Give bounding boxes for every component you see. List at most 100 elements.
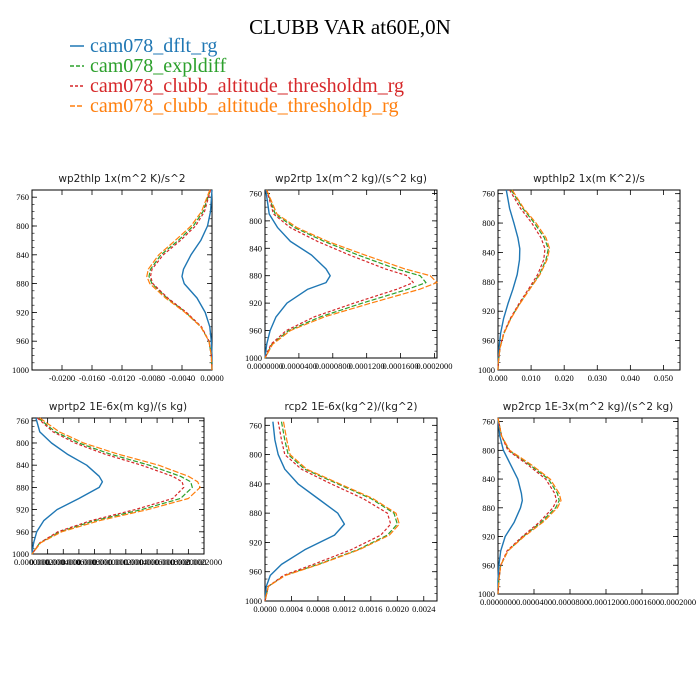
x-tick-label: 0.0002000 [30, 557, 66, 567]
y-tick-label: 760 [482, 189, 495, 199]
x-tick-label: -0.0200 [49, 373, 75, 383]
y-tick-label: 800 [482, 445, 495, 455]
plot-frame [497, 417, 679, 595]
panel-title: wp2rtp 1x(m^2 kg)/(s^2 kg) [275, 173, 427, 185]
x-tick-label: 0.0020000 [170, 557, 206, 567]
y-tick-label: 920 [249, 298, 262, 308]
y-tick-label: 960 [16, 527, 29, 537]
y-tick-label: 800 [249, 450, 262, 460]
x-tick-label: 0.0010000 [92, 557, 128, 567]
legend-label: cam078_clubb_altitude_thresholdp_rg [90, 95, 398, 117]
panel-title: wp2rcp 1E-3x(m^2 kg)/(s^2 kg) [503, 401, 674, 413]
x-tick-label: 0.040 [621, 373, 640, 383]
series-line-3 [149, 189, 213, 371]
series-line-4 [31, 417, 201, 555]
panel-title: rcp2 1E-6x(kg^2)/(kg^2) [285, 401, 418, 413]
y-tick-label: 840 [249, 243, 262, 253]
series-line-1 [497, 417, 523, 594]
y-tick-label: 1000 [478, 365, 495, 375]
y-tick-label: 880 [249, 508, 262, 518]
series-line-1 [31, 417, 104, 555]
y-tick-label: 960 [249, 567, 262, 577]
x-tick-label: 0.0001200 [349, 361, 385, 371]
y-tick-label: 960 [16, 336, 29, 346]
figure-title: CLUBB VAR at60E,0N [249, 15, 451, 39]
x-tick-label: 0.0022000 [186, 557, 222, 567]
x-tick-label: 0.0000000 [14, 557, 50, 567]
x-tick-label: 0.0024 [412, 604, 436, 614]
series-line-3 [264, 189, 414, 359]
panel: rcp2 1E-6x(kg^2)/(kg^2) 760 800 840 880 920 96… [245, 401, 438, 614]
series-line-3 [31, 417, 185, 555]
y-tick-label: 760 [16, 192, 29, 202]
x-tick-label: 0.0004000 [45, 557, 81, 567]
series-line-4 [264, 421, 400, 602]
x-tick-label: 0.0008000 [76, 557, 112, 567]
y-tick-label: 800 [16, 438, 29, 448]
x-tick-label: 0.010 [522, 373, 541, 383]
y-tick-label: 960 [249, 326, 262, 336]
x-tick-label: 0.0004 [280, 604, 304, 614]
y-tick-label: 920 [249, 537, 262, 547]
y-tick-label: 1000 [12, 549, 29, 559]
series-line-2 [497, 189, 549, 371]
x-tick-label: 0.000 [488, 373, 507, 383]
x-tick-label: 0.0014000 [123, 557, 159, 567]
panel: wp2thlp 1x(m^2 K)/s^2 760 800 840 880 920 960 1… [12, 173, 224, 383]
y-tick-label: 1000 [245, 596, 262, 606]
plot-frame [497, 189, 681, 371]
series-line-4 [146, 189, 213, 371]
y-tick-label: 1000 [12, 365, 29, 375]
y-tick-label: 760 [249, 188, 262, 198]
series-line-2 [31, 417, 193, 555]
y-tick-label: 840 [16, 460, 29, 470]
x-tick-label: -0.0080 [139, 373, 165, 383]
series-line-2 [148, 189, 213, 371]
y-tick-label: 1000 [245, 353, 262, 363]
panel: wpthlp2 1x(m K^2)/s 760 800 840 880 920 960 100… [478, 173, 681, 383]
x-tick-label: 0.0000800 [552, 597, 588, 607]
y-tick-label: 920 [16, 505, 29, 515]
x-tick-label: 0.0002000 [416, 361, 452, 371]
x-tick-label: 0.0018000 [155, 557, 191, 567]
series-line-4 [497, 189, 551, 371]
x-tick-label: 0.030 [588, 373, 607, 383]
x-tick-label: 0.0000400 [516, 597, 552, 607]
series-line-4 [497, 417, 562, 595]
plot-frame [31, 189, 213, 371]
y-tick-label: 880 [482, 277, 495, 287]
y-tick-label: 920 [16, 307, 29, 317]
plot-frame [264, 189, 438, 359]
series-line-1 [264, 189, 331, 359]
y-tick-label: 840 [16, 250, 29, 260]
y-tick-label: 960 [482, 560, 495, 570]
x-tick-label: -0.0120 [109, 373, 135, 383]
plot-frame [31, 417, 205, 555]
panel: wp2rtp 1x(m^2 kg)/(s^2 kg) 760 800 840 880 92… [245, 173, 453, 371]
series-line-1 [264, 421, 346, 602]
y-tick-label: 760 [249, 420, 262, 430]
x-tick-label: 0.0001200 [588, 597, 624, 607]
series-line-3 [264, 421, 392, 602]
y-tick-label: 1000 [478, 589, 495, 599]
panel: wprtp2 1E-6x(m kg)/(s kg) 760 800 840 880 920… [12, 401, 222, 567]
x-tick-label: 0.0002000 [660, 597, 696, 607]
series-line-2 [264, 189, 427, 359]
y-tick-label: 920 [482, 532, 495, 542]
y-tick-label: 880 [482, 503, 495, 513]
x-tick-label: 0.0012000 [108, 557, 144, 567]
y-tick-label: 800 [16, 221, 29, 231]
series-line-4 [264, 189, 438, 359]
x-tick-label: 0.0006000 [61, 557, 97, 567]
series-line-2 [497, 417, 560, 595]
y-tick-label: 800 [249, 216, 262, 226]
y-tick-label: 960 [482, 336, 495, 346]
series-line-1 [497, 189, 521, 371]
x-tick-label: 0.0000800 [315, 361, 351, 371]
y-tick-label: 880 [249, 271, 262, 281]
y-tick-label: 760 [482, 417, 495, 427]
series-line-1 [181, 189, 213, 370]
x-tick-label: 0.0016000 [139, 557, 175, 567]
x-tick-label: 0.0012 [333, 604, 356, 614]
